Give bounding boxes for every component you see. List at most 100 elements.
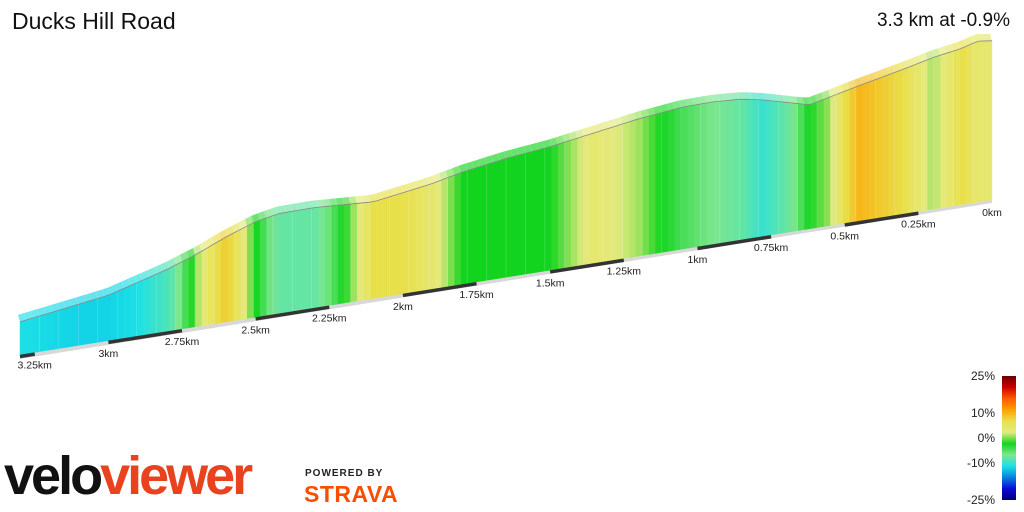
profile-surface-strip <box>24 310 33 320</box>
profile-gradient-strip <box>687 104 695 249</box>
profile-surface-strip <box>251 213 260 223</box>
profile-gradient-strip <box>939 52 947 209</box>
profile-gradient-strip <box>810 101 818 230</box>
distance-tick-label: 3km <box>98 348 118 360</box>
strava-logo[interactable]: STRAVA <box>304 481 399 507</box>
profile-surface-strip <box>484 155 494 165</box>
profile-gradient-strip <box>927 57 934 211</box>
profile-surface-strip <box>594 123 604 133</box>
profile-gradient-strip <box>713 101 721 245</box>
gradient-strips <box>18 33 993 356</box>
profile-surface-strip <box>108 284 118 295</box>
profile-surface-strip <box>931 48 941 58</box>
profile-gradient-strip <box>816 99 824 229</box>
profile-gradient-strip <box>26 317 34 355</box>
profile-surface-strip <box>633 110 643 120</box>
profile-surface-strip <box>769 93 779 102</box>
profile-gradient-strip <box>350 203 358 303</box>
profile-surface-strip <box>56 301 66 311</box>
profile-gradient-strip <box>661 110 669 253</box>
profile-surface-strip <box>853 77 863 87</box>
profile-surface-strip <box>89 291 98 301</box>
profile-gradient-strip <box>635 117 643 258</box>
profile-gradient-strip <box>531 149 539 274</box>
distance-tick-labels: 0km 0.25km 0.5km 0.75km 1km 1.25km 1.5km 1.75km… <box>18 207 1003 372</box>
profile-gradient-strip <box>65 306 73 349</box>
profile-gradient-strip <box>415 186 422 293</box>
distance-tick-label: 2.5km <box>241 324 270 336</box>
profile-gradient-strip <box>291 210 299 312</box>
profile-gradient-strip <box>875 76 883 219</box>
profile-gradient-strip <box>207 243 215 326</box>
profile-gradient-strip <box>693 103 701 248</box>
profile-gradient-strip <box>266 215 273 316</box>
profile-surface-strip <box>516 146 526 156</box>
baseline-marker <box>549 258 625 274</box>
profile-gradient-strip <box>479 164 487 282</box>
profile-gradient-strip <box>894 69 902 216</box>
distance-tick-label: 3.25km <box>18 360 53 372</box>
profile-surface-strip <box>329 198 338 206</box>
profile-surface-strip <box>400 183 409 193</box>
distance-tick-label: 2.25km <box>312 313 347 325</box>
profile-gradient-strip <box>603 127 610 263</box>
profile-surface-strip <box>847 79 856 90</box>
profile-gradient-strip <box>240 225 248 321</box>
profile-gradient-strip <box>706 101 714 246</box>
profile-gradient-strip <box>214 239 222 325</box>
profile-surface-strip <box>115 281 124 292</box>
profile-surface-strip <box>789 95 798 104</box>
profile-surface-strip <box>128 275 137 286</box>
distance-tick-label: 0km <box>982 207 1002 219</box>
profile-gradient-strip <box>298 208 306 311</box>
distance-tick-label: 0.25km <box>901 219 936 231</box>
baseline-marker <box>697 234 772 251</box>
profile-surface-strip <box>342 197 351 205</box>
profile-gradient-strip <box>965 43 973 205</box>
profile-surface-strip <box>685 98 694 107</box>
profile-surface-strip <box>406 181 416 191</box>
profile-gradient-strip <box>39 313 47 353</box>
profile-gradient-strip <box>421 184 429 292</box>
profile-gradient-strip <box>888 72 895 217</box>
profile-gradient-strip <box>590 131 597 265</box>
profile-gradient-strip <box>136 279 144 337</box>
profile-surface-strip <box>653 105 662 115</box>
profile-surface-strip <box>322 198 332 207</box>
profile-gradient-strip <box>58 307 66 350</box>
legend-tick-label: -25% <box>966 493 995 507</box>
segment-summary: 3.3 km at -0.9% <box>876 10 1010 31</box>
profile-gradient-strip <box>194 251 202 328</box>
profile-surface-strip <box>536 141 545 150</box>
profile-surface-strip <box>678 99 688 108</box>
profile-gradient-strip <box>447 174 455 288</box>
elevation-profile-chart: 0km 0.25km 0.5km 0.75km 1km 1.25km 1.5km 1.75km… <box>18 33 1003 372</box>
profile-gradient-strip <box>823 96 831 228</box>
profile-surface-strip <box>257 210 267 221</box>
distance-baseline <box>19 200 992 359</box>
profile-gradient-strip <box>110 291 118 341</box>
profile-gradient-strip <box>797 103 805 232</box>
profile-surface-strip <box>802 97 811 105</box>
profile-surface-strip <box>659 103 668 113</box>
profile-gradient-strip <box>428 182 435 291</box>
profile-gradient-strip <box>790 102 798 233</box>
profile-surface-strip <box>886 65 895 75</box>
profile-gradient-strip <box>784 101 792 234</box>
profile-gradient-strip <box>220 235 228 324</box>
profile-gradient-strip <box>946 50 954 208</box>
profile-surface-strip <box>730 92 740 100</box>
profile-gradient-strip <box>441 177 448 289</box>
profile-gradient-strip <box>246 222 254 320</box>
profile-surface-strip <box>542 139 552 149</box>
profile-surface-strip <box>413 179 422 189</box>
profile-gradient-strip <box>538 147 546 273</box>
profile-gradient-strip <box>654 112 662 254</box>
profile-surface-strip <box>354 195 364 204</box>
veloviewer-logo[interactable]: veloviewer <box>4 446 253 506</box>
profile-surface-strip <box>37 307 46 317</box>
profile-gradient-strip <box>486 162 494 281</box>
profile-gradient-strip <box>745 99 753 240</box>
profile-surface-strip <box>393 185 403 195</box>
profile-gradient-strip <box>765 99 772 237</box>
